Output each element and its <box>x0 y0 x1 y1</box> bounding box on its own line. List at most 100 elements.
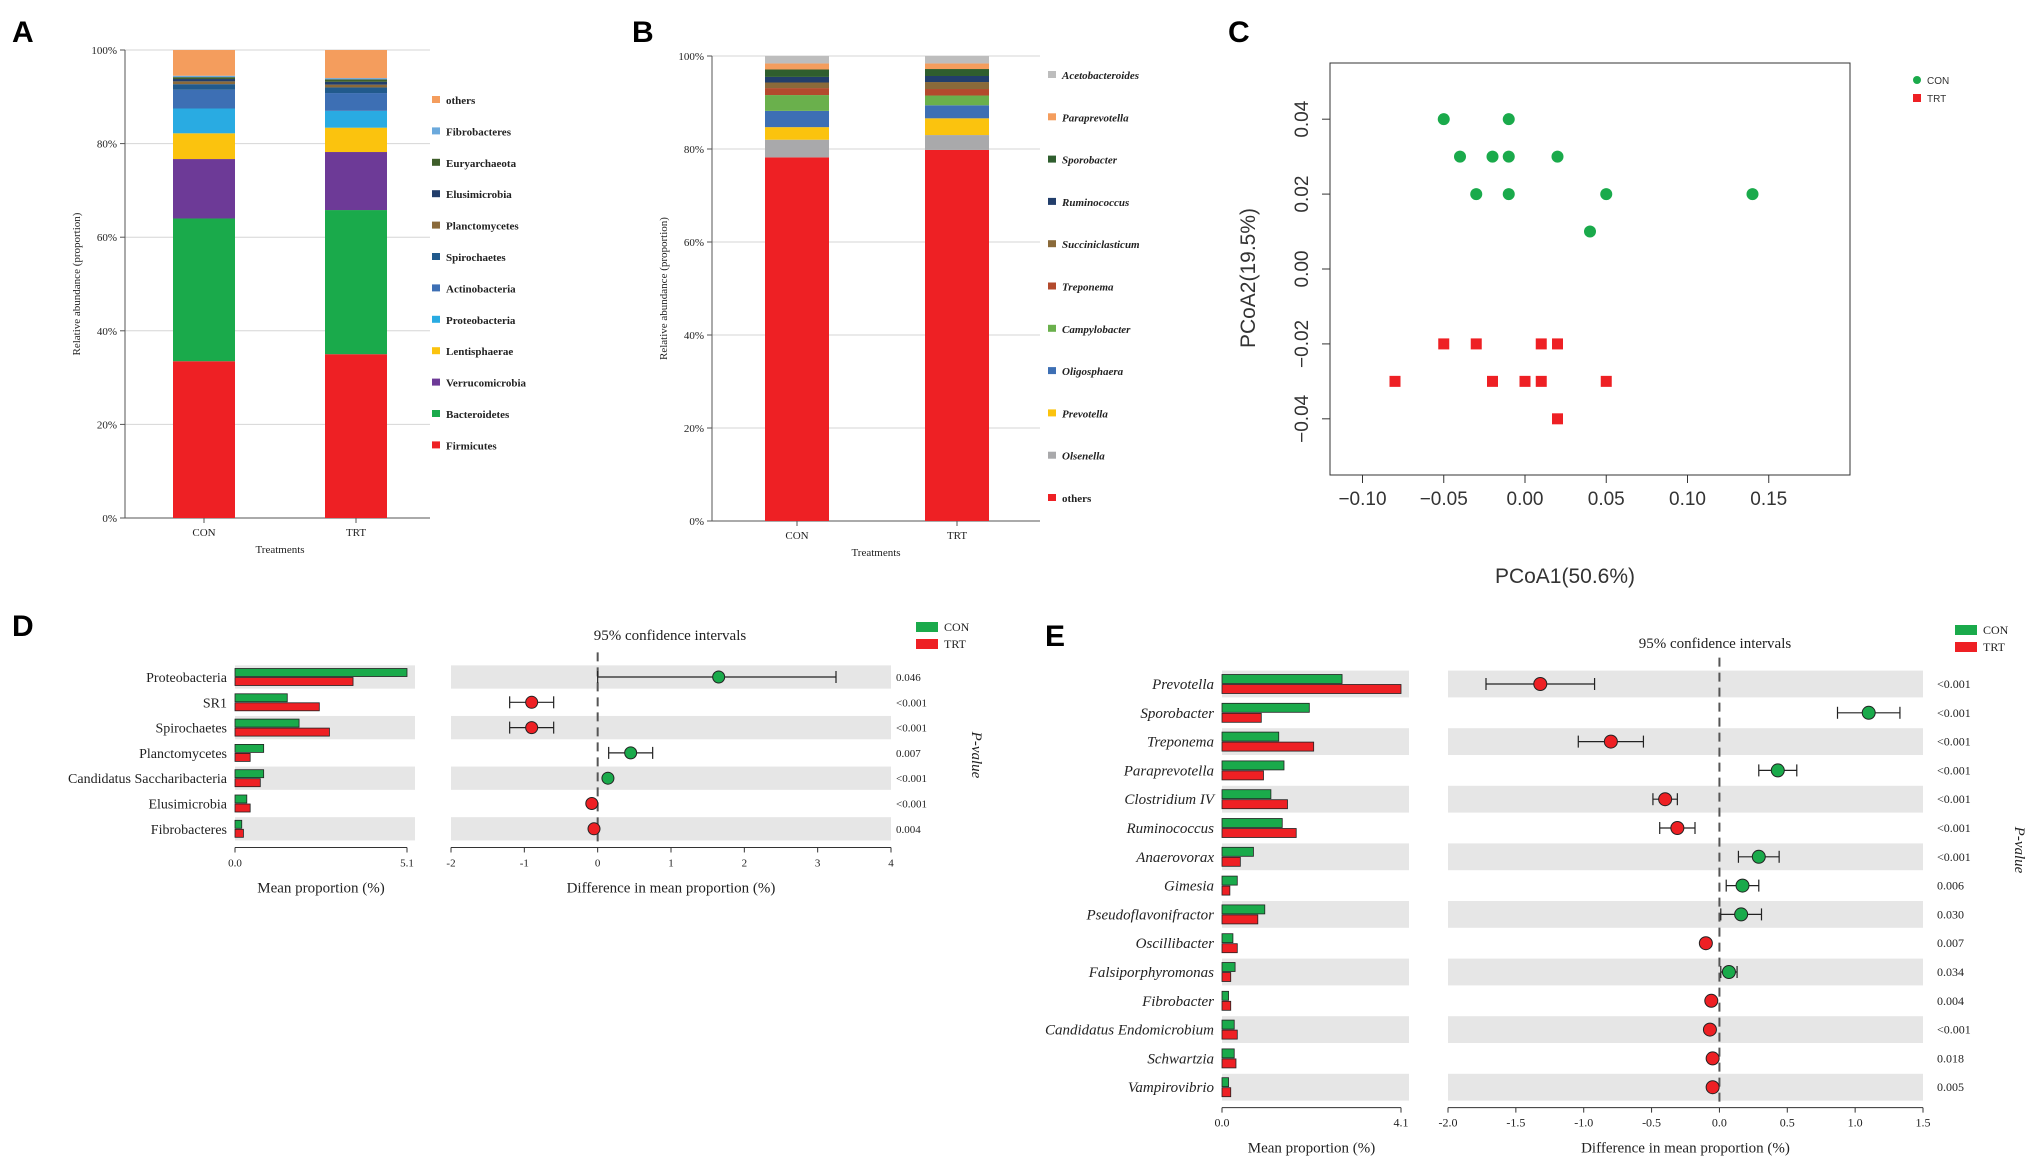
diff-tick-label: -0.5 <box>1642 1116 1661 1130</box>
p-value-anaerovorax: <0.001 <box>1937 850 1971 864</box>
legend-label-euryarchaeota: Euryarchaeota <box>446 158 517 170</box>
p-value-pseudoflavonifractor: 0.030 <box>1937 907 1964 921</box>
row-shade <box>1448 1016 1923 1043</box>
legend-marker-trt <box>1913 94 1921 102</box>
diff-point-schwartzia <box>1705 1051 1720 1066</box>
bar-trt-planctomycetes <box>234 753 251 762</box>
x-tick-label: 0.15 <box>1750 489 1787 510</box>
bar-con-succiniclasticum <box>765 82 829 89</box>
diff-axis-label: Difference in mean proportion (%) <box>1581 1141 1790 1157</box>
bar-con-euryarchaeota <box>173 77 235 80</box>
panel-a-stacked-bar-chart: 0% 20% 40% 60% 80% 100% CON TRT Treatments Relati… <box>71 45 527 556</box>
bar-trt-others <box>325 50 387 79</box>
legend-swatch-treponema <box>1048 282 1056 290</box>
bar-con-candidatus-endomicrobium <box>1221 1019 1235 1030</box>
p-value-sporobacter: <0.001 <box>1937 706 1971 720</box>
bar-trt-campylobacter <box>925 95 989 106</box>
bar-con-acetobacteroides <box>765 56 829 64</box>
legend-label-spirochaetes: Spirochaetes <box>446 252 506 264</box>
legend-label-trt: TRT <box>1927 94 1946 105</box>
point-con <box>1502 150 1515 163</box>
diff-point-pseudoflavonifractor <box>1734 907 1749 922</box>
panel-label-d: D <box>12 610 34 643</box>
diff-tick-label: -1 <box>520 857 529 869</box>
p-value-axis-label: P-value <box>968 731 984 779</box>
row-label-schwartzia: Schwartzia <box>1147 1051 1214 1067</box>
bar-con-paraprevotella <box>765 63 829 70</box>
p-value-ruminococcus: <0.001 <box>1937 821 1971 835</box>
legend-swatch-campylobacter <box>1048 324 1056 332</box>
bar-trt-gimesia <box>1221 885 1231 896</box>
bar-trt-succiniclasticum <box>925 82 989 90</box>
diff-tick-label: 2 <box>742 857 748 869</box>
row-label-oscillibacter: Oscillibacter <box>1136 936 1214 952</box>
bar-trt-oscillibacter <box>1221 943 1238 954</box>
y-tick-label: 60% <box>97 232 117 244</box>
diff-tick-label: -1.0 <box>1574 1116 1593 1130</box>
legend-swatch-trt <box>1955 642 1977 652</box>
point-trt <box>1552 338 1563 350</box>
row-label-spirochaetes: Spirochaetes <box>155 722 227 737</box>
panel-label-c: C <box>1228 16 1250 49</box>
point-con <box>1454 150 1466 163</box>
bar-con-proteobacteria <box>173 108 235 134</box>
legend-swatch-proteobacteria <box>432 315 440 323</box>
bar-trt-schwartzia <box>1221 1058 1237 1069</box>
bar-con-schwartzia <box>1221 1048 1235 1059</box>
bar-con-firmicutes <box>173 361 235 518</box>
legend-label-con: CON <box>1983 623 2009 637</box>
legend-swatch-oligosphaera <box>1048 367 1056 375</box>
row-label-planctomycetes: Planctomycetes <box>139 747 227 762</box>
diff-tick-label: 1 <box>668 857 674 869</box>
bar-trt-proteobacteria <box>325 110 387 128</box>
p-value-fibrobacter: 0.004 <box>1937 994 1964 1008</box>
point-con <box>1437 113 1450 126</box>
legend-swatch-elusimicrobia <box>432 190 440 198</box>
x-axis-label: PCoA1(50.6%) <box>1495 565 1635 588</box>
legend-swatch-olsenella <box>1048 451 1056 459</box>
bar-con-anaerovorax <box>1221 846 1254 857</box>
bar-con-candidatus-saccharibacteria <box>234 769 265 779</box>
bar-con-fibrobacter <box>1221 990 1229 1001</box>
legend-label-lentisphaerae: Lentisphaerae <box>446 346 513 358</box>
y-tick-label: −0.02 <box>1292 320 1313 368</box>
bar-trt-fibrobacteres <box>234 828 244 838</box>
p-value-oscillibacter: 0.007 <box>1937 936 1964 950</box>
point-con <box>1486 150 1499 163</box>
diff-point-sporobacter <box>1861 705 1876 720</box>
x-tick-label: 0.05 <box>1588 489 1625 510</box>
row-label-paraprevotella: Paraprevotella <box>1123 763 1214 779</box>
diff-point-candidatus-saccharibacteria <box>601 771 615 785</box>
mean-axis-label: Mean proportion (%) <box>1248 1141 1375 1157</box>
p-value-treponema: <0.001 <box>1937 735 1971 749</box>
bar-trt-paraprevotella <box>925 63 989 70</box>
bar-trt-lentisphaerae <box>325 127 387 153</box>
row-label-pseudoflavonifractor: Pseudoflavonifractor <box>1086 907 1215 923</box>
row-shade <box>235 766 415 790</box>
bar-trt-fibrobacter <box>1221 1000 1232 1011</box>
diff-tick-label: -2 <box>446 857 455 869</box>
row-shade <box>451 715 891 740</box>
x-tick-label-trt: TRT <box>947 530 967 542</box>
legend-label-prevotella: Prevotella <box>1062 408 1108 420</box>
diff-tick-label: 4 <box>888 857 894 869</box>
p-value-gimesia: 0.006 <box>1937 879 1964 893</box>
x-tick-label: 0.10 <box>1669 489 1706 510</box>
x-tick-label: −0.10 <box>1338 489 1386 510</box>
bar-con-bacteroidetes <box>173 218 235 362</box>
bar-trt-olsenella <box>925 135 989 150</box>
bar-trt-firmicutes <box>325 354 387 518</box>
legend-label-sporobacter: Sporobacter <box>1062 155 1118 167</box>
legend-swatch-sporobacter <box>1048 155 1056 163</box>
legend-label-olsenella: Olsenella <box>1062 451 1105 463</box>
bar-trt-pseudoflavonifractor <box>1221 914 1259 925</box>
point-trt <box>1438 338 1450 350</box>
bar-trt-vampirovibrio <box>1221 1087 1232 1098</box>
x-tick-label-trt: TRT <box>346 527 366 539</box>
row-shade <box>1448 785 1923 813</box>
y-tick-label: 100% <box>678 51 704 63</box>
legend-swatch-succiniclasticum <box>1048 240 1056 248</box>
y-tick-label: 0.04 <box>1292 100 1313 137</box>
legend-label-proteobacteria: Proteobacteria <box>446 315 516 327</box>
